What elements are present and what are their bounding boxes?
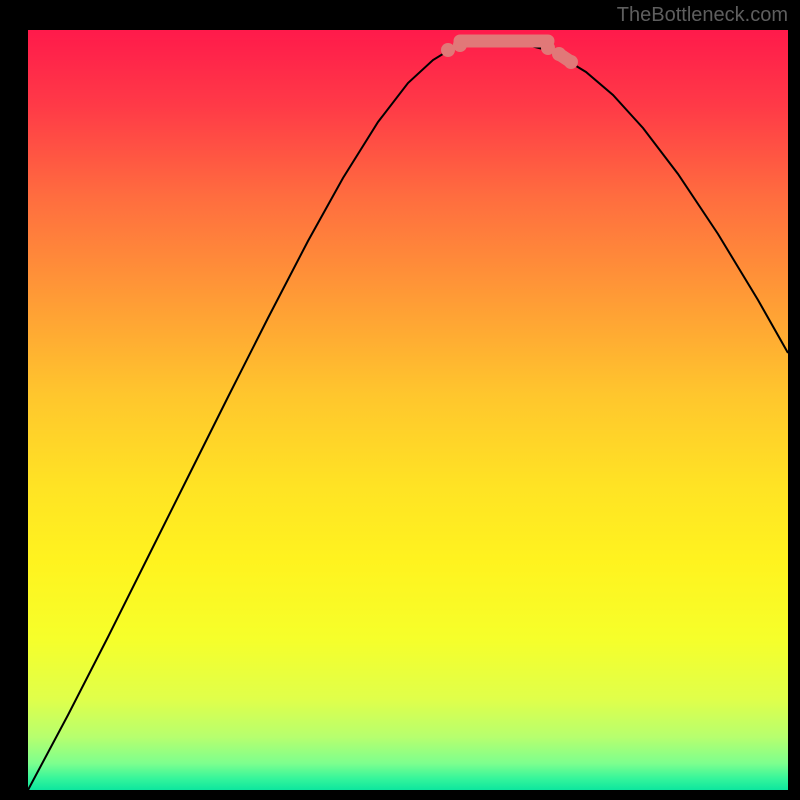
bottleneck-chart: [0, 0, 800, 800]
plot-gradient: [28, 30, 788, 790]
figure-root: TheBottleneck.com: [0, 0, 800, 800]
watermark-text: TheBottleneck.com: [617, 4, 788, 27]
